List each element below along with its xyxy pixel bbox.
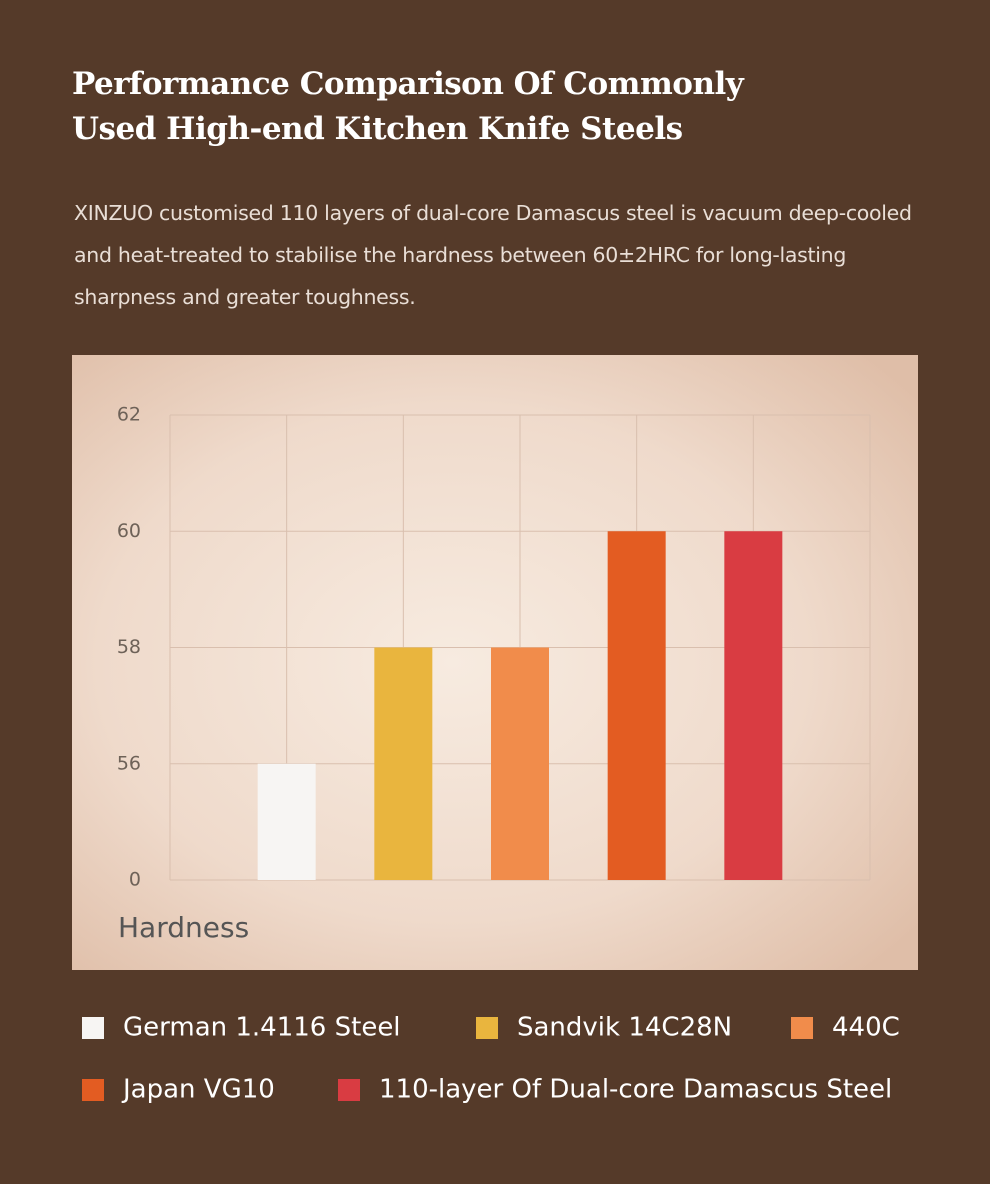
bar [724,531,783,880]
y-axis-label: Hardness [118,911,249,944]
y-tick-label: 60 [117,520,141,542]
bar [374,647,433,880]
legend-swatch [82,1079,104,1101]
title: Performance Comparison Of Commonly Used … [72,66,744,147]
legend-swatch [476,1017,498,1039]
legend-label: 440C [832,1013,900,1043]
y-tick-label: 58 [117,636,141,658]
y-tick-label: 0 [129,869,141,891]
legend-swatch [338,1079,360,1101]
legend-swatch [82,1017,104,1039]
y-tick-label: 56 [117,752,141,774]
bar [257,763,316,880]
subtitle: XINZUO customised 110 layers of dual-cor… [74,201,912,309]
bar [607,531,666,880]
legend-label: 110-layer Of Dual-core Damascus Steel [379,1075,892,1105]
legend-label: German 1.4116 Steel [123,1013,401,1043]
bar [491,647,549,880]
legend-label: Japan VG10 [121,1075,275,1105]
y-tick-label: 62 [117,404,141,426]
legend-swatch [791,1017,813,1039]
legend-label: Sandvik 14C28N [517,1013,732,1043]
